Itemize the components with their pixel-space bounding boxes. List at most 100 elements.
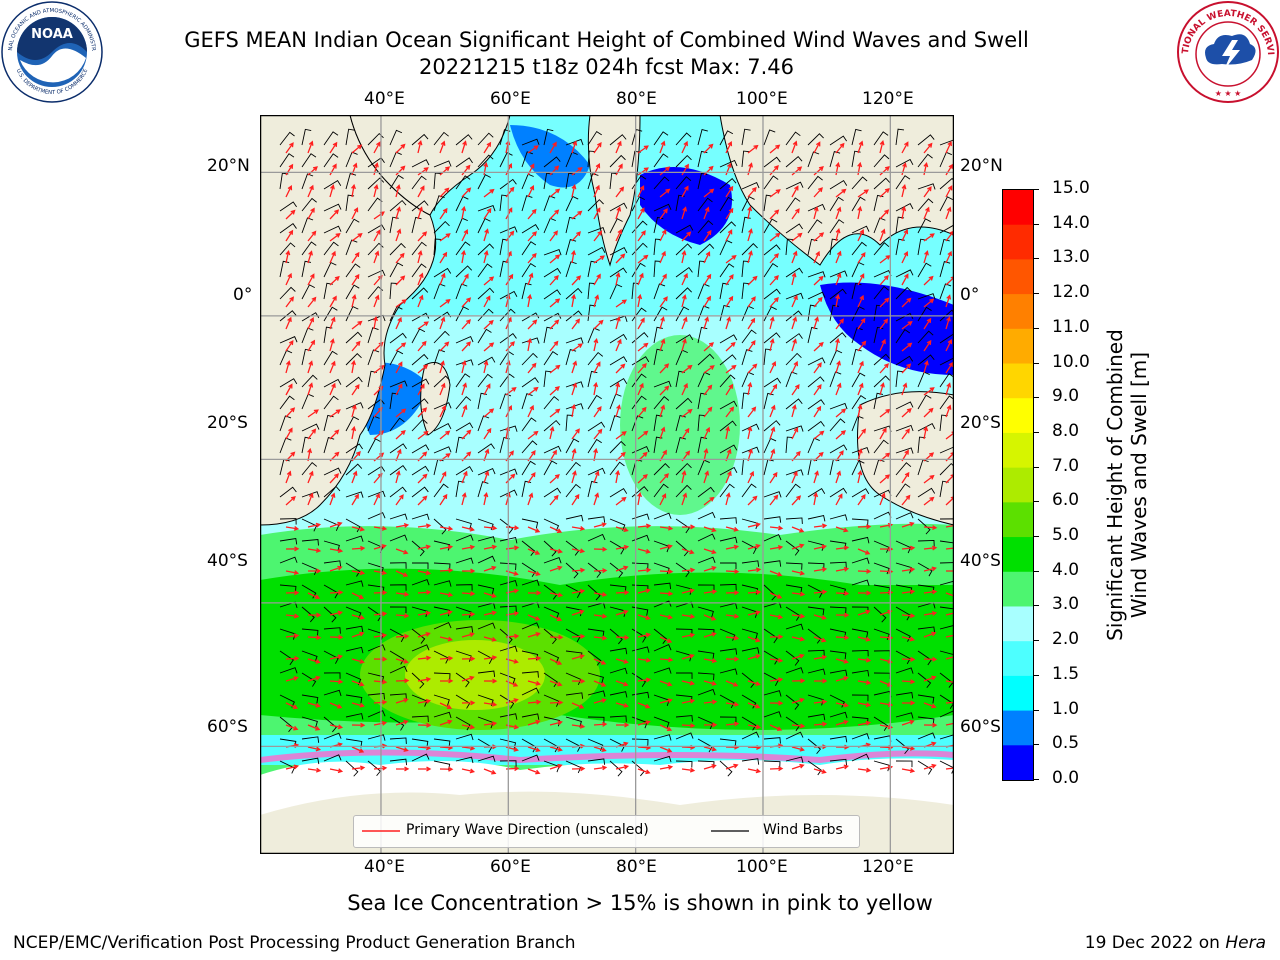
wind-barb xyxy=(279,242,296,256)
wind-barb xyxy=(785,310,803,322)
wave-direction-arrow xyxy=(461,470,468,484)
wind-barb xyxy=(697,197,713,212)
wind-barb xyxy=(301,606,315,623)
wave-direction-arrow xyxy=(835,142,845,154)
wave-direction-arrow xyxy=(571,343,583,352)
wind-barb xyxy=(785,650,800,666)
wave-direction-arrow xyxy=(329,610,344,616)
wind-barb xyxy=(741,628,758,640)
wind-barb xyxy=(455,716,471,731)
wind-barb xyxy=(675,484,692,498)
wind-barb xyxy=(345,646,364,654)
lat-tick-right-0: 0° xyxy=(960,285,980,305)
wind-barb xyxy=(697,556,716,564)
wave-direction-arrow xyxy=(725,721,740,727)
wind-barb xyxy=(895,738,910,755)
wave-direction-arrow xyxy=(483,276,495,286)
wave-direction-arrow xyxy=(439,251,448,264)
wind-barb xyxy=(323,153,339,168)
wind-barb xyxy=(499,713,518,720)
wave-direction-arrow xyxy=(593,273,601,286)
wind-barb xyxy=(609,440,626,454)
wave-direction-arrow xyxy=(395,523,410,528)
wave-direction-arrow xyxy=(417,677,432,682)
wave-direction-arrow xyxy=(813,768,827,774)
wave-direction-arrow xyxy=(571,140,578,154)
wave-direction-arrow xyxy=(901,613,916,619)
wind-barb xyxy=(279,584,297,593)
wave-direction-arrow xyxy=(505,186,515,198)
wind-barb xyxy=(785,352,802,366)
legend-wind-swatch xyxy=(711,830,749,832)
wind-barb xyxy=(917,134,935,146)
wind-barb xyxy=(323,627,341,634)
wave-direction-arrow xyxy=(747,636,761,643)
wind-barb xyxy=(521,262,536,278)
wave-direction-arrow xyxy=(417,364,429,374)
wind-barb xyxy=(477,328,492,344)
wind-barb xyxy=(521,377,539,388)
wave-direction-arrow xyxy=(571,360,578,374)
wave-direction-arrow xyxy=(527,404,534,418)
wave-direction-arrow xyxy=(439,299,451,308)
wave-direction-arrow xyxy=(439,702,453,710)
wave-direction-arrow xyxy=(483,678,498,684)
wave-direction-arrow xyxy=(571,526,586,531)
wave-direction-arrow xyxy=(351,702,365,708)
wind-barb xyxy=(477,154,494,168)
svg-text:★ ★ ★: ★ ★ ★ xyxy=(1215,89,1242,98)
wind-barb xyxy=(829,196,844,212)
wave-direction-arrow xyxy=(945,338,953,352)
wave-direction-arrow xyxy=(681,524,696,530)
wave-direction-arrow xyxy=(549,614,563,621)
wind-barb xyxy=(631,738,649,746)
wave-direction-arrow xyxy=(637,720,651,726)
wind-barb xyxy=(455,626,474,633)
wave-direction-arrow xyxy=(813,187,823,198)
wave-direction-arrow xyxy=(461,591,476,597)
wave-direction-arrow xyxy=(879,318,889,330)
wave-direction-arrow xyxy=(659,385,670,396)
wind-barb xyxy=(521,713,540,720)
wave-direction-arrow xyxy=(659,636,673,643)
wave-direction-arrow xyxy=(461,675,475,682)
wave-direction-arrow xyxy=(747,470,755,484)
wind-barb xyxy=(433,446,452,454)
wind-barb xyxy=(565,414,574,432)
wave-direction-arrow xyxy=(703,614,717,621)
wind-barb xyxy=(697,650,715,660)
wind-barb xyxy=(719,483,735,498)
wave-direction-arrow xyxy=(725,229,733,242)
wave-direction-arrow xyxy=(901,363,912,374)
wave-direction-arrow xyxy=(769,383,778,396)
wind-barb xyxy=(433,562,451,570)
wind-barb xyxy=(521,241,537,256)
wind-barb xyxy=(829,758,847,766)
wave-direction-arrow xyxy=(637,430,649,440)
wave-direction-arrow xyxy=(417,340,427,352)
wind-barb xyxy=(477,755,496,763)
colorbar-tick-label: 8.0 xyxy=(1052,420,1080,441)
wind-barb xyxy=(411,715,429,723)
wave-direction-arrow xyxy=(813,166,824,176)
wind-barb xyxy=(455,584,473,591)
wind-barb xyxy=(345,128,355,146)
wave-direction-arrow xyxy=(571,231,581,242)
wave-direction-arrow xyxy=(637,768,651,775)
colorbar-tick-label: 10.0 xyxy=(1052,351,1090,372)
wind-barb xyxy=(829,669,848,677)
wave-direction-arrow xyxy=(945,680,954,685)
wave-direction-arrow xyxy=(769,360,777,374)
wind-barb xyxy=(851,733,870,740)
wave-direction-arrow xyxy=(285,407,296,418)
wave-direction-arrow xyxy=(813,614,827,620)
colorbar-segment xyxy=(1003,190,1033,226)
wave-direction-arrow xyxy=(285,764,299,770)
wave-direction-arrow xyxy=(857,657,872,663)
wind-barb xyxy=(653,131,669,146)
colorbar-tick-label: 0.5 xyxy=(1052,733,1080,754)
wave-direction-arrow xyxy=(901,719,915,726)
wind-barb xyxy=(675,176,692,190)
wind-barb xyxy=(895,483,911,498)
wind-barb xyxy=(895,175,911,190)
